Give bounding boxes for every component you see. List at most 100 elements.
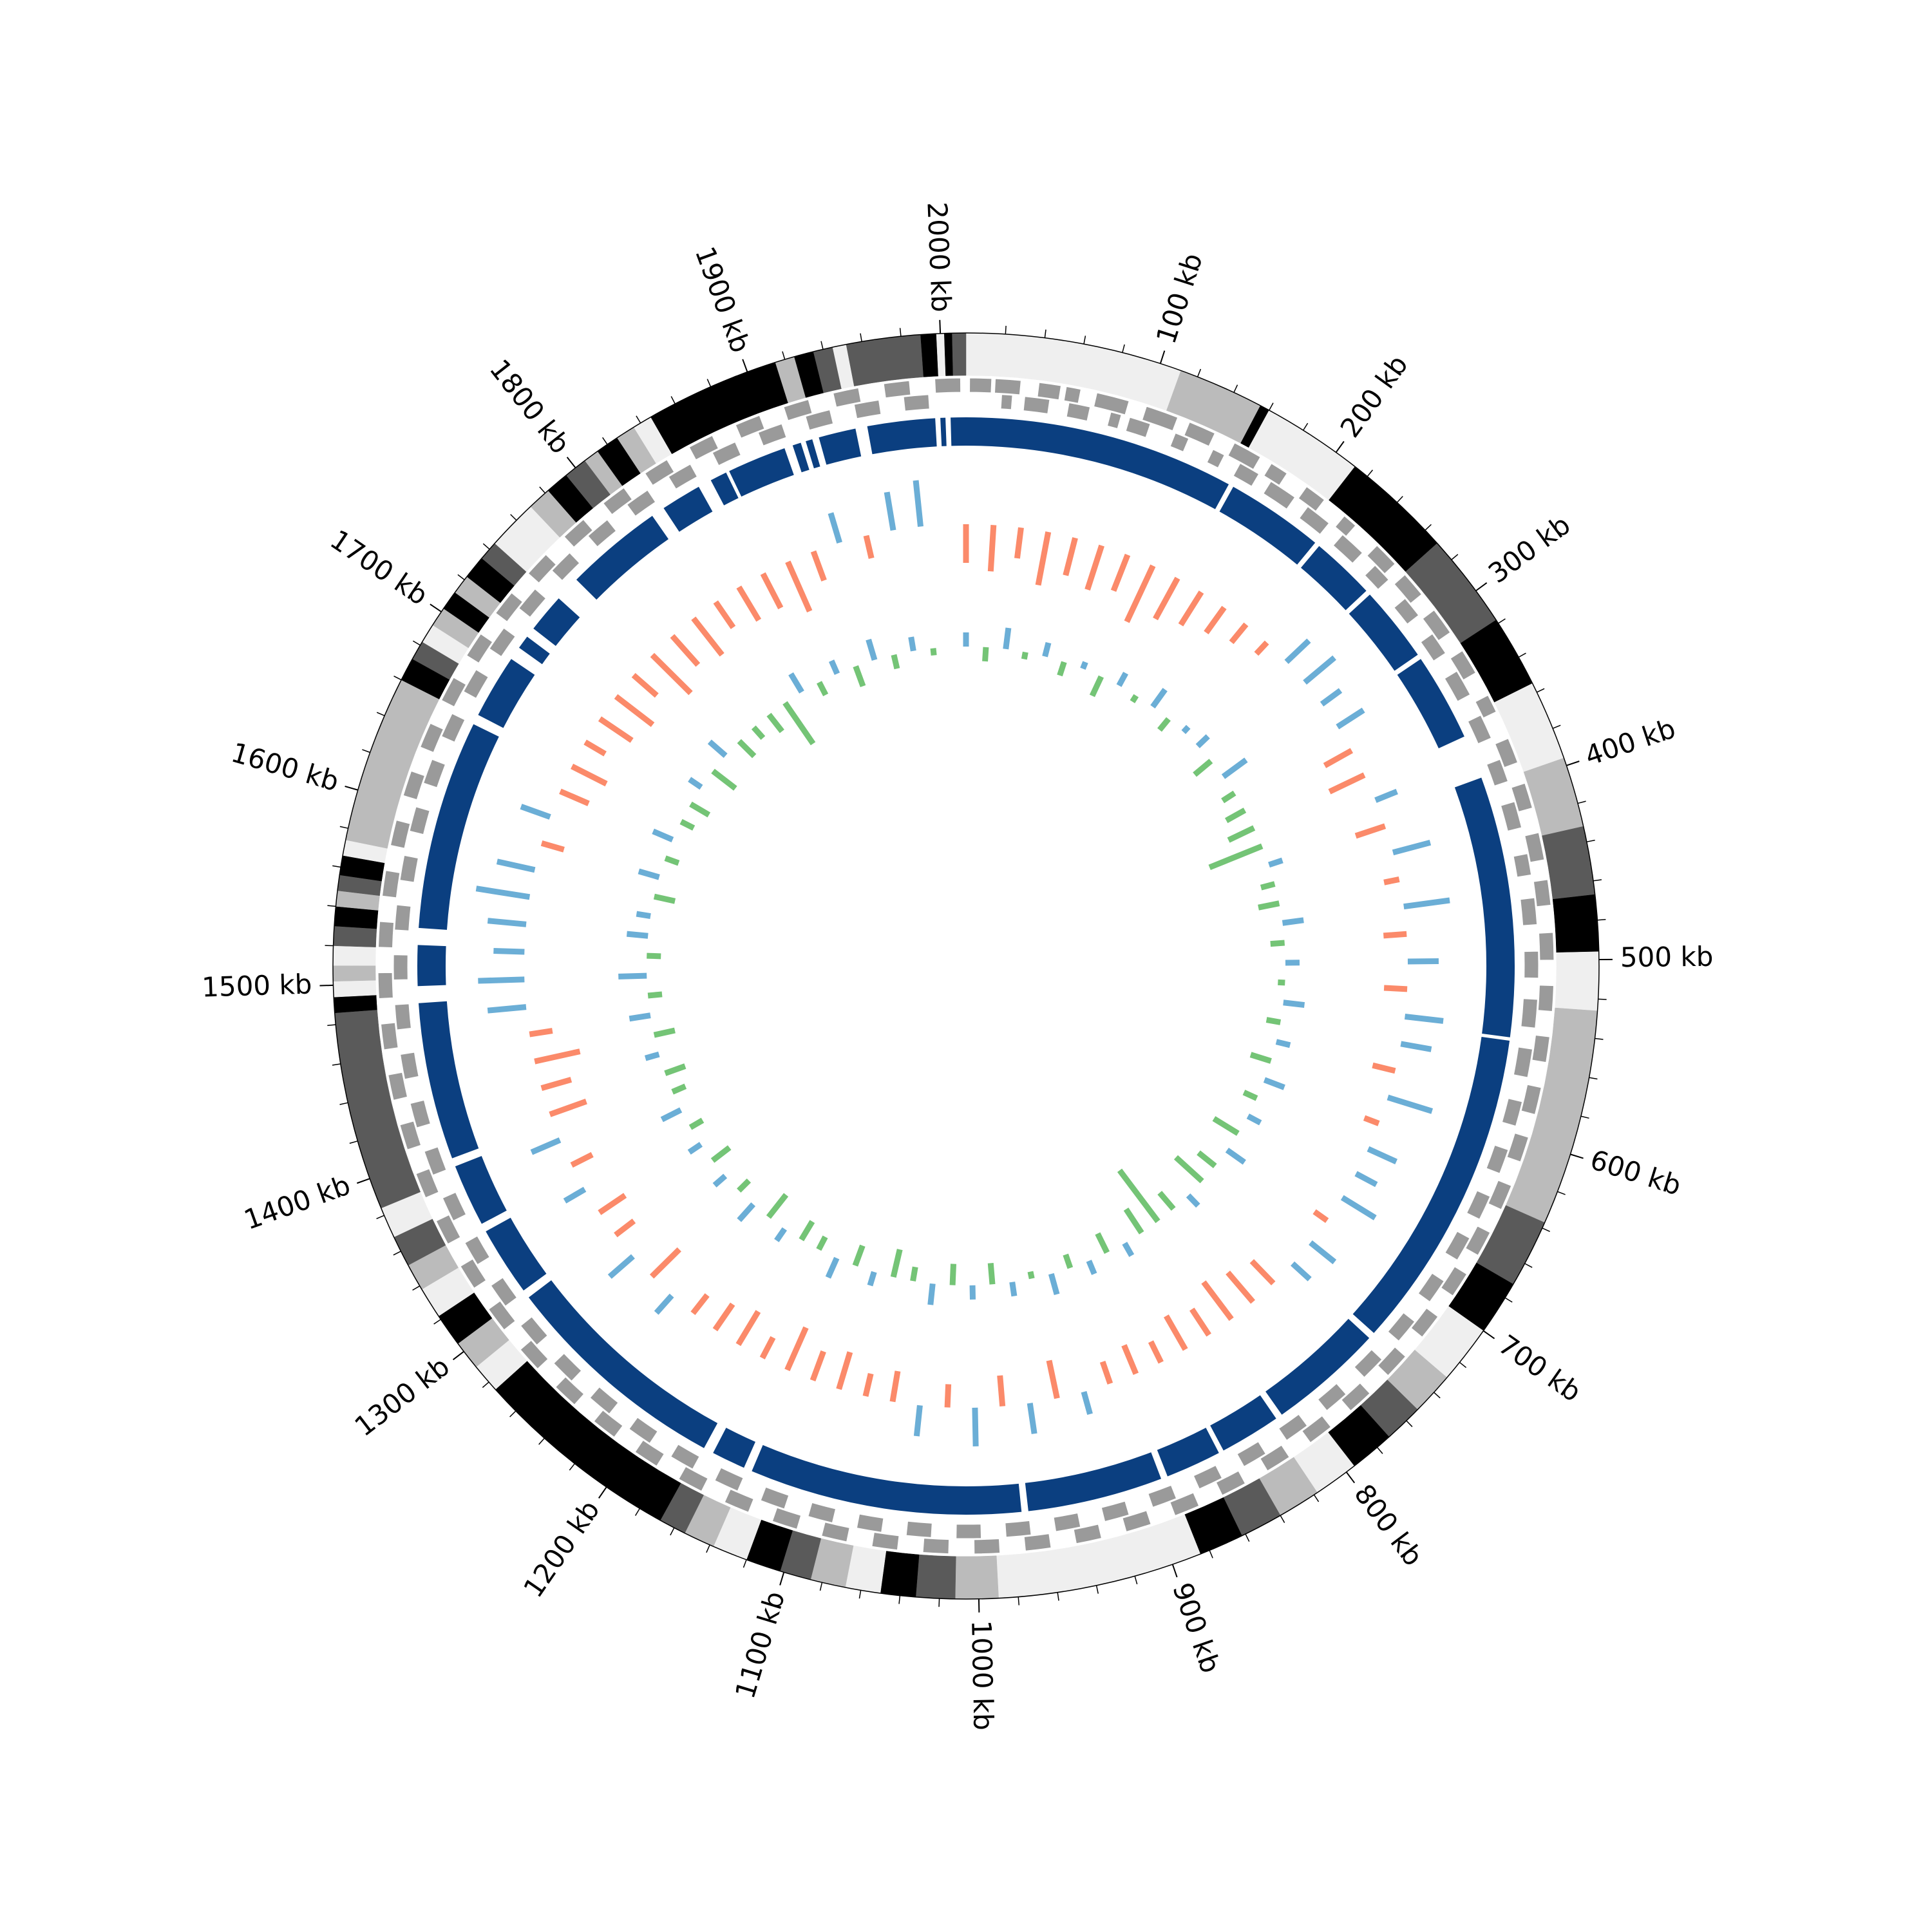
signal-spike	[670, 634, 701, 667]
minor-tick	[636, 415, 641, 424]
signal-spike	[737, 739, 757, 759]
minor-tick	[820, 341, 824, 350]
major-tick	[319, 984, 334, 987]
gene	[1533, 879, 1551, 907]
minor-tick	[1425, 524, 1432, 531]
gene	[1506, 1133, 1529, 1162]
signal-spike	[982, 647, 989, 662]
block	[1025, 1452, 1162, 1511]
signal-spike	[997, 1375, 1006, 1407]
band-segment	[944, 332, 954, 376]
minor-tick	[1396, 496, 1403, 503]
signal-spike	[1403, 897, 1450, 910]
minor-tick	[670, 396, 676, 404]
signal-spike	[1263, 1077, 1285, 1090]
signal-spike	[1226, 1271, 1256, 1304]
signal-spike	[629, 1012, 651, 1022]
gene	[1417, 1273, 1444, 1303]
signal-spike	[1320, 688, 1343, 707]
signal-spike	[1404, 1014, 1444, 1024]
signal-spike	[1009, 1282, 1018, 1297]
gene	[1260, 1444, 1290, 1472]
gene	[1444, 670, 1471, 702]
signal-spike	[913, 1405, 923, 1437]
gene	[518, 588, 547, 618]
gene	[1334, 515, 1356, 537]
signal-spike	[487, 1004, 527, 1014]
gene	[1486, 1144, 1509, 1174]
signal-spike	[910, 1266, 918, 1282]
block	[455, 1156, 507, 1224]
minor-tick	[569, 1463, 575, 1471]
gene	[1066, 402, 1091, 422]
signal-spike	[1208, 843, 1264, 871]
gene	[393, 954, 408, 981]
signal-spike	[863, 535, 875, 559]
signal-spike	[598, 1193, 627, 1215]
gene	[1501, 1098, 1523, 1127]
signal-spike	[570, 1151, 594, 1168]
gene	[1263, 480, 1296, 509]
signal-spike	[1035, 531, 1052, 586]
signal-spike	[654, 1293, 674, 1315]
minor-tick	[332, 865, 341, 868]
minor-tick	[538, 1437, 545, 1445]
signal-spike	[653, 893, 676, 904]
signal-spike	[1354, 823, 1387, 839]
block	[752, 1444, 1022, 1515]
signal-spike	[1201, 1280, 1234, 1321]
signal-spike	[1268, 857, 1283, 868]
signal-spike	[862, 1372, 874, 1397]
band-segment	[915, 1554, 956, 1600]
gene	[1513, 853, 1532, 878]
band-segment	[1555, 951, 1600, 1012]
gene	[1394, 574, 1423, 604]
minor-tick	[393, 1251, 401, 1256]
tick-label: 400 kb	[1581, 712, 1680, 772]
gene	[489, 627, 516, 658]
band-segment	[1552, 894, 1600, 953]
gene	[1264, 463, 1288, 486]
tick-label: 900 kb	[1166, 1578, 1226, 1677]
gene	[1486, 759, 1509, 786]
gene	[714, 1467, 744, 1492]
gene	[871, 1531, 900, 1551]
major-tick	[1171, 1564, 1178, 1578]
signal-spike	[737, 1202, 756, 1222]
signal-spike	[759, 1336, 776, 1359]
signal-spike	[766, 712, 784, 734]
major-tick	[1335, 440, 1345, 453]
signal-spike	[1383, 876, 1400, 886]
gene	[1524, 951, 1539, 979]
block	[663, 486, 713, 532]
signal-spike	[1157, 1191, 1176, 1211]
gene	[1520, 897, 1538, 926]
minor-tick	[376, 1215, 384, 1220]
gene	[668, 464, 698, 489]
signal-spike	[1392, 839, 1432, 856]
gene	[688, 435, 719, 460]
gene	[974, 1538, 1001, 1555]
block	[486, 1217, 547, 1291]
signal-spike	[782, 701, 816, 746]
gene	[1354, 1349, 1383, 1378]
band-segment	[333, 994, 377, 1014]
block	[729, 448, 794, 497]
block	[1397, 659, 1464, 749]
minor-tick	[670, 1527, 675, 1536]
minor-tick	[1095, 1585, 1099, 1594]
signal-spike	[650, 652, 693, 696]
signal-spike	[927, 1283, 936, 1305]
gene	[956, 1524, 982, 1539]
signal-spike	[1163, 1314, 1188, 1351]
block	[418, 1001, 479, 1159]
signal-spike	[644, 1051, 660, 1061]
gene	[1524, 832, 1545, 863]
signal-spike	[1265, 1017, 1282, 1025]
signal-spike	[571, 763, 608, 787]
signal-spike	[1117, 1168, 1160, 1224]
gene	[1364, 565, 1389, 590]
minor-tick	[1434, 1392, 1441, 1399]
minor-tick	[362, 749, 370, 753]
gene	[1317, 1383, 1347, 1411]
